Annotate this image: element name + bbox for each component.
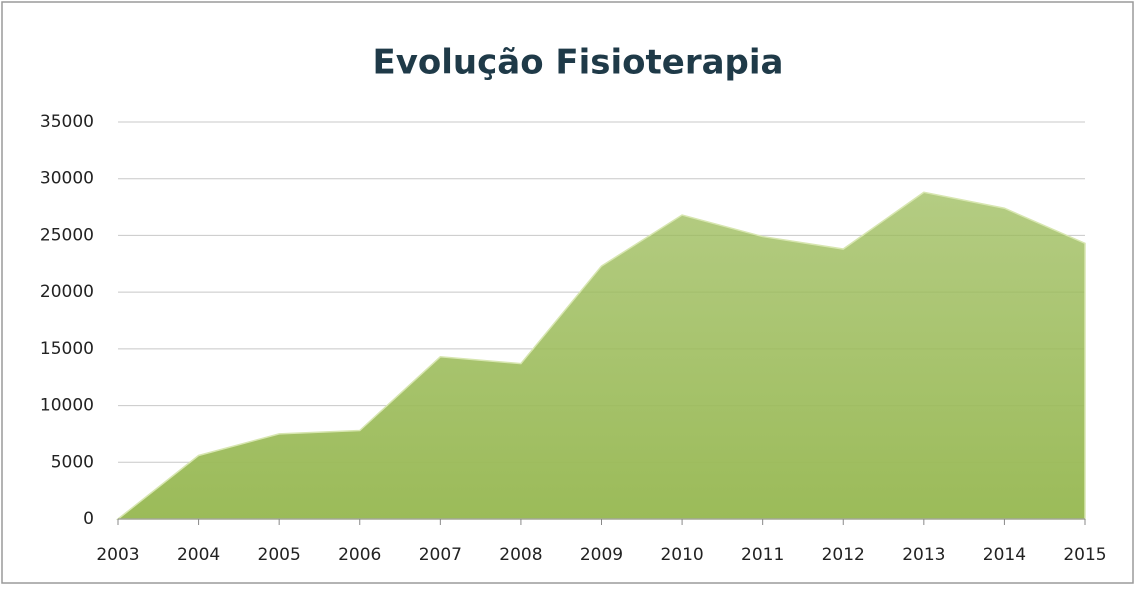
y-tick-label: 30000 bbox=[40, 169, 94, 189]
y-tick-label: 35000 bbox=[40, 112, 94, 132]
area bbox=[115, 191, 1086, 520]
x-tick-label: 2015 bbox=[1063, 545, 1106, 565]
y-tick-label: 20000 bbox=[40, 282, 94, 302]
x-tick-label: 2003 bbox=[96, 545, 139, 565]
x-tick-label: 2005 bbox=[258, 545, 301, 565]
x-tick-label: 2008 bbox=[499, 545, 542, 565]
y-tick-label: 25000 bbox=[40, 225, 94, 245]
x-tick-label: 2004 bbox=[177, 545, 220, 565]
x-tick-label: 2014 bbox=[983, 545, 1026, 565]
x-tick-label: 2009 bbox=[580, 545, 623, 565]
y-tick-label: 0 bbox=[83, 509, 94, 529]
x-tick-label: 2013 bbox=[902, 545, 945, 565]
x-tick-label: 2007 bbox=[419, 545, 462, 565]
x-tick-label: 2011 bbox=[741, 545, 784, 565]
y-tick-label: 5000 bbox=[51, 452, 94, 472]
x-tick-label: 2012 bbox=[822, 545, 865, 565]
chart-title: Evolução Fisioterapia bbox=[373, 43, 784, 83]
x-tick-label: 2010 bbox=[660, 545, 703, 565]
x-tick-label: 2006 bbox=[338, 545, 381, 565]
y-tick-label: 15000 bbox=[40, 339, 94, 359]
y-tick-label: 10000 bbox=[40, 396, 94, 416]
